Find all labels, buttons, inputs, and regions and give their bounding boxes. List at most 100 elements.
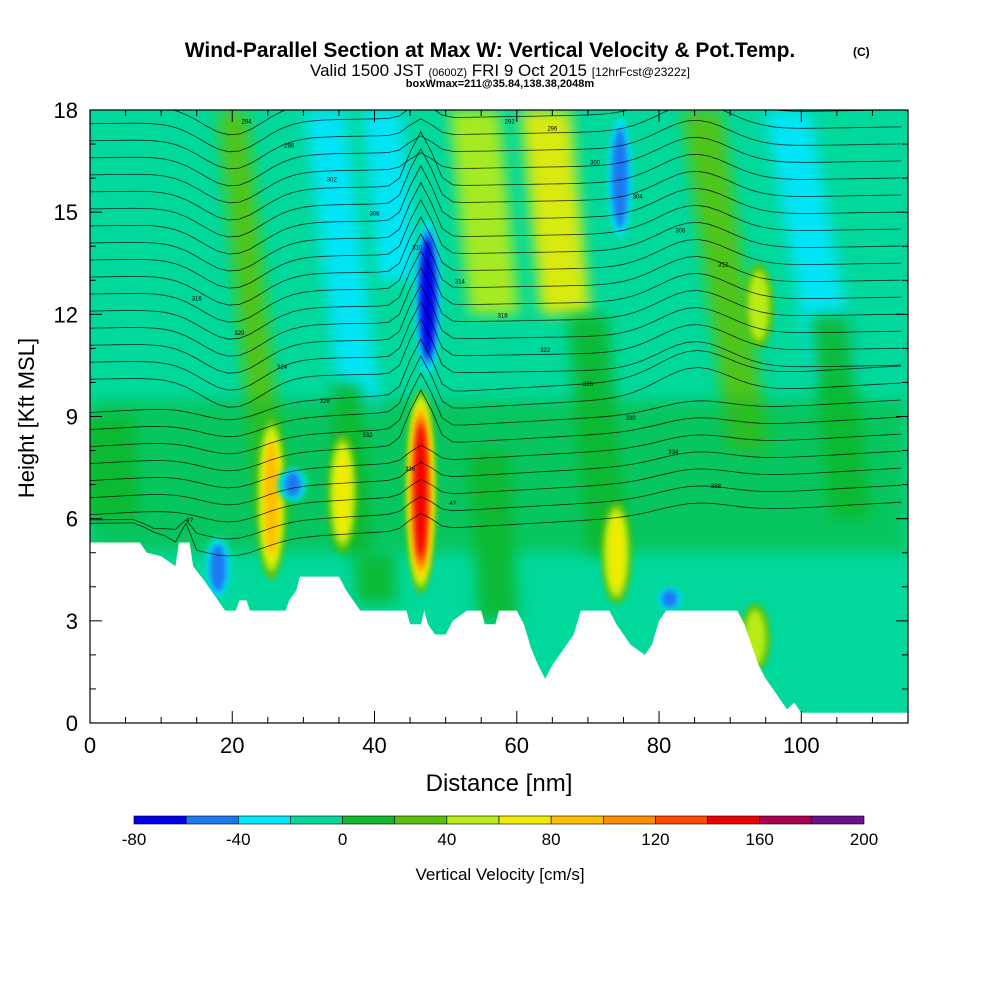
theta-contour <box>90 284 901 374</box>
contour-label: 318 <box>498 314 509 320</box>
contour-label: 322 <box>540 348 551 354</box>
contour-label: 292 <box>505 120 516 126</box>
contour-label: 302 <box>327 178 338 184</box>
updraft-core <box>608 514 625 591</box>
axes: 0 20 40 60 80 100 0 3 6 9 12 15 18 <box>54 98 908 758</box>
theta-contour <box>90 372 901 455</box>
colorbar-swatch <box>550 815 604 825</box>
theta-contour <box>90 450 901 506</box>
theta-contour <box>90 433 901 489</box>
y-tick-label: 3 <box>66 609 78 634</box>
copyright-mark: (C) <box>853 45 870 59</box>
contour-labels: 4? 4? 338 336 334 332 330 328 326 324 322 320 318 316… <box>186 120 728 524</box>
theta-contours <box>90 110 901 557</box>
contour-label: 330 <box>626 416 637 422</box>
contour-label: 324 <box>277 365 288 371</box>
theta-contour <box>90 233 901 323</box>
colorbar-tick-label: 0 <box>338 830 347 849</box>
contour-label: 332 <box>362 433 373 439</box>
theta-contour <box>90 267 901 357</box>
chart-title: Wind-Parallel Section at Max W: Vertical… <box>185 39 796 62</box>
contour-label: 4? <box>449 501 456 507</box>
y-tick-label: 18 <box>54 98 78 123</box>
contour-label: 312 <box>718 263 729 269</box>
x-tick-label: 0 <box>84 733 96 758</box>
theta-contour <box>90 119 901 187</box>
contour-label: 338 <box>711 484 722 490</box>
colorbar-swatch <box>237 815 291 825</box>
contour-label: 310 <box>412 246 423 252</box>
colorbar-tick-label: -40 <box>226 830 251 849</box>
theta-contour <box>90 164 901 255</box>
forecast-info: [12hrFcst@2322z] <box>592 65 690 79</box>
velocity-band <box>449 110 520 315</box>
chart-subtitle: Valid 1500 JST (0600Z) FRI 9 Oct 2015 [1… <box>310 61 690 80</box>
colorbar-swatch <box>290 815 343 825</box>
velocity-band <box>153 110 203 247</box>
x-axis-label: Distance [nm] <box>426 770 573 797</box>
colorbar-swatch <box>602 815 656 825</box>
contour-label: 334 <box>668 450 679 456</box>
low-level-band <box>90 399 908 553</box>
contour-label: 306 <box>370 212 381 218</box>
contour-label: 4? <box>186 518 193 524</box>
downdraft-core <box>284 471 301 498</box>
y-axis-label: Height [Kft MSL] <box>14 338 39 498</box>
downdraft-core <box>420 237 435 357</box>
x-tick-label: 40 <box>362 733 386 758</box>
colorbar-swatch <box>707 815 761 825</box>
terrain-mask <box>90 542 908 723</box>
colorbar-swatch <box>342 815 396 825</box>
valid-time: Valid 1500 JST <box>310 61 424 80</box>
colorbar-swatch <box>446 815 500 825</box>
contour-label: 326 <box>583 382 594 388</box>
velocity-band <box>304 110 382 417</box>
downdraft-core <box>661 589 678 608</box>
updraft-core <box>334 448 351 538</box>
theta-contour <box>90 484 901 540</box>
colorbar-swatch <box>655 815 708 825</box>
theta-contour <box>90 301 901 391</box>
y-tick-label: 12 <box>54 302 78 327</box>
colorbar-tick-label: 160 <box>746 830 774 849</box>
y-tick-label: 0 <box>66 711 78 736</box>
x-tick-label: 60 <box>505 733 529 758</box>
downdraft-core <box>209 544 227 593</box>
updraft-core <box>748 270 769 341</box>
theta-contour <box>90 355 901 438</box>
theta-contour <box>171 110 287 136</box>
theta-contour <box>90 467 901 523</box>
theta-contour <box>90 147 901 238</box>
y-tick-label: 9 <box>66 405 78 430</box>
contour-label: 294 <box>241 120 252 126</box>
chart-subtitle-2: boxWmax=211@35.84,138.38,2048m <box>406 78 595 90</box>
contour-label: 304 <box>633 195 644 201</box>
velocity-cores <box>203 110 774 672</box>
zulu-time: (0600Z) <box>428 67 467 79</box>
updraft-core <box>415 426 427 557</box>
colorbar-swatch <box>185 815 239 825</box>
theta-contour <box>90 250 901 340</box>
contour-label: 328 <box>320 399 331 405</box>
velocity-band <box>520 110 591 315</box>
downdraft-core <box>611 127 629 229</box>
colorbar-swatch <box>133 815 187 825</box>
colorbar-swatch <box>394 815 448 825</box>
theta-contour <box>90 318 901 408</box>
theta-contour <box>90 389 901 472</box>
theta-contour <box>90 110 901 153</box>
contour-label: 300 <box>590 160 601 166</box>
x-tick-label: 100 <box>783 733 820 758</box>
theta-contour <box>90 130 901 221</box>
x-tick-label: 20 <box>220 733 244 758</box>
colorbar-tick-label: 120 <box>641 830 669 849</box>
contour-label: 296 <box>547 126 558 132</box>
velocity-band <box>681 110 770 451</box>
colorbar-swatch <box>498 815 552 825</box>
colorbar-tick-label: 200 <box>850 830 878 849</box>
x-tick-label: 80 <box>647 733 671 758</box>
colorbar-tick-label: 40 <box>437 830 456 849</box>
theta-contour <box>90 216 901 306</box>
colorbar-swatch <box>759 815 813 825</box>
theta-contour <box>90 338 901 421</box>
